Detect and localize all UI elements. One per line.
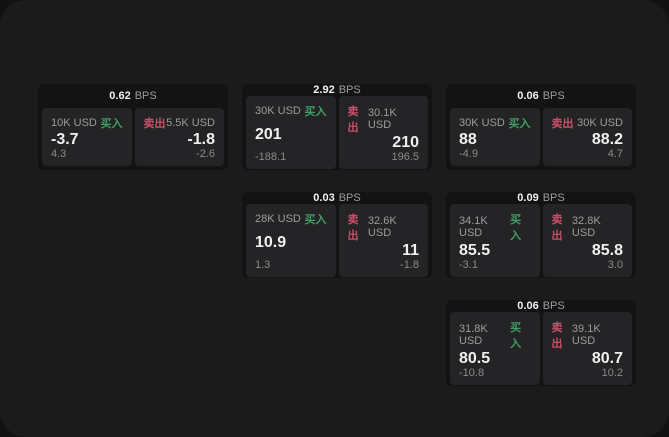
buy-amount: 30K USD [459, 117, 505, 129]
sell-change: 4.7 [607, 148, 623, 160]
card-header: 0.09 BPS [450, 192, 632, 204]
sell-panel[interactable]: 卖出 39.1K USD 80.7 10.2 [542, 312, 632, 385]
card-header: 0.06 BPS [450, 84, 632, 108]
sell-amount: 5.5K USD [166, 117, 215, 129]
buy-change: 1.3 [255, 259, 271, 271]
quote-card-4: 0.03 BPS 28K USD 买入 10.9 1.3 卖出 32.6K US… [242, 192, 432, 278]
bps-value: 0.03 [313, 192, 335, 204]
buy-price: 88 [459, 130, 477, 148]
buy-amount: 28K USD [255, 213, 301, 225]
price-panels: 31.8K USD 买入 80.5 -10.8 卖出 39.1K USD 80.… [450, 312, 632, 385]
sell-label: 卖出 [551, 214, 563, 242]
buy-label: 买入 [510, 322, 522, 350]
price-panels: 30K USD 买入 88 -4.9 卖出 30K USD 88.2 4.7 [450, 108, 632, 166]
sell-change: 10.2 [601, 367, 623, 379]
buy-amount: 31.8K USD [459, 323, 488, 347]
buy-amount: 34.1K USD [459, 215, 488, 239]
quote-card-5: 0.09 BPS 34.1K USD 买入 85.5 -3.1 卖出 32.8K… [446, 192, 636, 278]
sell-change: 3.0 [607, 259, 623, 271]
buy-change: 4.3 [51, 148, 67, 160]
bps-value: 0.09 [517, 192, 539, 204]
quote-card-1: 0.62 BPS 10K USD 买入 -3.7 4.3 卖出 5.5K USD [38, 84, 228, 170]
sell-price: 11 [402, 242, 419, 259]
sell-label: 卖出 [347, 214, 359, 242]
sell-panel[interactable]: 卖出 30K USD 88.2 4.7 [542, 108, 632, 166]
price-panels: 28K USD 买入 10.9 1.3 卖出 32.6K USD 11 -1.8 [246, 204, 428, 277]
buy-panel[interactable]: 30K USD 买入 88 -4.9 [450, 108, 540, 166]
bps-unit-label: BPS [542, 300, 565, 312]
sell-amount: 32.8K USD [571, 215, 601, 239]
sell-amount: 39.1K USD [571, 323, 601, 347]
bps-value: 2.92 [313, 84, 335, 96]
bps-value: 0.62 [109, 90, 131, 102]
buy-price: 10.9 [255, 234, 287, 251]
sell-price: -1.8 [187, 130, 215, 148]
sell-label: 卖出 [347, 106, 359, 134]
buy-change: -188.1 [255, 151, 287, 163]
buy-amount: 30K USD [255, 105, 301, 117]
buy-price: -3.7 [51, 130, 79, 148]
buy-change: -10.8 [459, 367, 485, 379]
sell-change: -1.8 [400, 259, 419, 271]
sell-panel[interactable]: 卖出 5.5K USD -1.8 -2.6 [134, 108, 224, 166]
buy-panel[interactable]: 30K USD 买入 201 -188.1 [246, 96, 336, 169]
bps-unit-label: BPS [338, 84, 361, 96]
card-header: 0.06 BPS [450, 300, 632, 312]
buy-amount: 10K USD [51, 117, 97, 129]
sell-price: 88.2 [591, 130, 623, 148]
buy-panel[interactable]: 34.1K USD 买入 85.5 -3.1 [450, 204, 540, 277]
sell-price: 80.7 [591, 350, 623, 367]
buy-label: 买入 [100, 118, 123, 130]
buy-label: 买入 [510, 214, 522, 242]
price-panels: 10K USD 买入 -3.7 4.3 卖出 5.5K USD -1.8 -2.… [42, 108, 224, 166]
sell-amount: 30.1K USD [367, 107, 397, 131]
buy-panel[interactable]: 31.8K USD 买入 80.5 -10.8 [450, 312, 540, 385]
bps-unit-label: BPS [542, 192, 565, 204]
card-header: 0.03 BPS [246, 192, 428, 204]
buy-price: 80.5 [459, 350, 491, 367]
bps-unit-label: BPS [542, 90, 565, 102]
buy-label: 买入 [304, 106, 327, 118]
buy-price: 201 [255, 126, 282, 143]
quote-card-3: 0.06 BPS 30K USD 买入 88 -4.9 卖出 30K USD [446, 84, 636, 170]
buy-change: -4.9 [459, 148, 478, 160]
sell-price: 85.8 [591, 242, 623, 259]
sell-panel[interactable]: 卖出 32.8K USD 85.8 3.0 [542, 204, 632, 277]
sell-amount: 30K USD [577, 117, 623, 129]
buy-panel[interactable]: 10K USD 买入 -3.7 4.3 [42, 108, 132, 166]
buy-label: 买入 [304, 214, 327, 226]
bps-value: 0.06 [517, 90, 539, 102]
bps-unit-label: BPS [134, 90, 157, 102]
quote-card-6: 0.06 BPS 31.8K USD 买入 80.5 -10.8 卖出 39.1… [446, 300, 636, 386]
sell-change: -2.6 [196, 148, 215, 160]
card-header: 0.62 BPS [42, 84, 224, 108]
bps-value: 0.06 [517, 300, 539, 312]
sell-panel[interactable]: 卖出 30.1K USD 210 196.5 [338, 96, 428, 169]
price-panels: 30K USD 买入 201 -188.1 卖出 30.1K USD 210 1… [246, 96, 428, 169]
sell-label: 卖出 [551, 118, 574, 130]
quote-cards-grid: 0.62 BPS 10K USD 买入 -3.7 4.3 卖出 5.5K USD [38, 84, 636, 386]
sell-panel[interactable]: 卖出 32.6K USD 11 -1.8 [338, 204, 428, 277]
sell-price: 210 [392, 134, 419, 151]
sell-label: 卖出 [551, 322, 563, 350]
sell-change: 196.5 [391, 151, 419, 163]
sell-label: 卖出 [143, 118, 166, 130]
buy-label: 买入 [508, 118, 531, 130]
sell-amount: 32.6K USD [367, 215, 397, 239]
price-panels: 34.1K USD 买入 85.5 -3.1 卖出 32.8K USD 85.8… [450, 204, 632, 277]
quote-card-2: 2.92 BPS 30K USD 买入 201 -188.1 卖出 30.1K … [242, 84, 432, 170]
bps-unit-label: BPS [338, 192, 361, 204]
card-header: 2.92 BPS [246, 84, 428, 96]
buy-price: 85.5 [459, 242, 491, 259]
buy-change: -3.1 [459, 259, 478, 271]
buy-panel[interactable]: 28K USD 买入 10.9 1.3 [246, 204, 336, 277]
